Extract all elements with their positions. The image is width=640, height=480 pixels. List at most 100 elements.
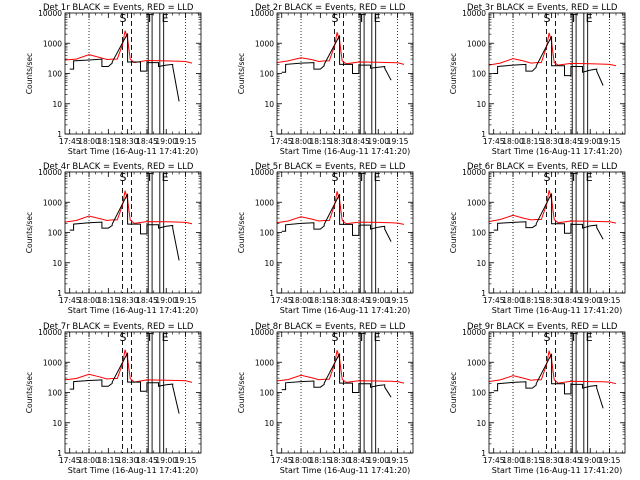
red-lld-series-line bbox=[276, 32, 405, 65]
y-tick-label: 10000 bbox=[250, 328, 274, 337]
annotation-s: S bbox=[331, 12, 338, 25]
y-tick-label: 10 bbox=[264, 419, 274, 428]
x-tick-label: 19:00 bbox=[367, 137, 389, 146]
y-tick-label: 10000 bbox=[38, 9, 62, 18]
y-tick-label: 10 bbox=[52, 259, 62, 268]
y-axis-title: Counts/sec bbox=[25, 53, 34, 94]
plot-frame bbox=[64, 12, 202, 135]
x-tick-label: 18:45 bbox=[560, 296, 582, 305]
annotation-s: S bbox=[119, 331, 126, 344]
plot-frame bbox=[488, 171, 626, 294]
x-tick-label: 18:00 bbox=[78, 296, 100, 305]
x-tick-label: 18:30 bbox=[117, 456, 139, 465]
plot-frame bbox=[64, 171, 202, 294]
x-tick-label: 18:45 bbox=[136, 296, 158, 305]
black-events-series-line bbox=[493, 353, 604, 409]
black-events-series-line bbox=[69, 352, 180, 414]
annotation-t: T bbox=[145, 12, 153, 25]
y-tick-label: 1 bbox=[269, 449, 274, 458]
x-axis-title: Start Time (16-Aug-11 17:41:20) bbox=[492, 466, 623, 475]
y-tick-label: 1 bbox=[269, 289, 274, 298]
x-tick-label: 18:30 bbox=[117, 137, 139, 146]
x-tick-label: 18:00 bbox=[78, 137, 100, 146]
y-tick-label: 10 bbox=[476, 259, 486, 268]
black-events-series-line bbox=[281, 35, 392, 81]
x-tick-label: 18:00 bbox=[502, 296, 524, 305]
annotation-s: S bbox=[331, 171, 338, 184]
y-tick-label: 1 bbox=[481, 130, 486, 139]
y-tick-label: 1000 bbox=[467, 198, 486, 207]
y-tick-label: 10000 bbox=[38, 328, 62, 337]
panel-title: Det 3r BLACK = Events, RED = LLD bbox=[467, 3, 618, 13]
x-axis-title: Start Time (16-Aug-11 17:41:20) bbox=[68, 466, 199, 475]
x-tick-label: 18:15 bbox=[310, 296, 332, 305]
annotation-s: S bbox=[119, 12, 126, 25]
annotation-t: T bbox=[145, 171, 153, 184]
x-tick-label: 18:00 bbox=[290, 296, 312, 305]
x-tick-label: 18:00 bbox=[502, 137, 524, 146]
y-tick-label: 100 bbox=[260, 389, 275, 398]
y-tick-label: 1000 bbox=[43, 39, 62, 48]
plot-frame bbox=[64, 331, 202, 454]
y-tick-label: 100 bbox=[260, 70, 275, 79]
red-lld-series-line bbox=[488, 32, 617, 67]
annotation-e: E bbox=[374, 12, 381, 25]
red-lld-series-line bbox=[64, 190, 193, 225]
x-tick-label: 19:15 bbox=[175, 456, 197, 465]
y-tick-label: 100 bbox=[472, 229, 487, 238]
x-tick-label: 18:15 bbox=[522, 137, 544, 146]
y-tick-label: 100 bbox=[48, 389, 63, 398]
annotation-t: T bbox=[569, 12, 577, 25]
annotation-e: E bbox=[374, 171, 381, 184]
y-tick-label: 100 bbox=[48, 229, 63, 238]
x-tick-label: 19:15 bbox=[599, 296, 621, 305]
x-axis-title: Start Time (16-Aug-11 17:41:20) bbox=[492, 306, 623, 315]
red-lld-series-line bbox=[276, 191, 405, 225]
y-tick-label: 1000 bbox=[467, 358, 486, 367]
plot-frame bbox=[488, 331, 626, 454]
y-tick-label: 1 bbox=[269, 130, 274, 139]
x-axis-title: Start Time (16-Aug-11 17:41:20) bbox=[280, 466, 411, 475]
y-tick-label: 10000 bbox=[250, 9, 274, 18]
panel-title: Det 4r BLACK = Events, RED = LLD bbox=[43, 162, 194, 172]
y-tick-label: 10000 bbox=[462, 168, 486, 177]
panel-title: Det 2r BLACK = Events, RED = LLD bbox=[255, 3, 406, 13]
x-tick-label: 17:45 bbox=[483, 456, 505, 465]
y-tick-label: 10 bbox=[52, 100, 62, 109]
y-tick-label: 1 bbox=[57, 289, 62, 298]
red-lld-series-line bbox=[488, 350, 617, 385]
y-tick-label: 1000 bbox=[255, 198, 274, 207]
panel-title: Det 7r BLACK = Events, RED = LLD bbox=[43, 322, 194, 332]
x-tick-label: 18:45 bbox=[136, 456, 158, 465]
x-tick-label: 18:00 bbox=[290, 456, 312, 465]
annotation-t: T bbox=[569, 331, 577, 344]
annotation-t: T bbox=[145, 331, 153, 344]
x-tick-label: 18:30 bbox=[329, 456, 351, 465]
annotation-e: E bbox=[586, 171, 593, 184]
red-lld-series-line bbox=[64, 30, 193, 64]
annotation-s: S bbox=[331, 331, 338, 344]
y-axis-title: Counts/sec bbox=[449, 53, 458, 94]
x-tick-label: 18:15 bbox=[98, 296, 120, 305]
plot-frame bbox=[276, 12, 414, 135]
y-tick-label: 10000 bbox=[462, 328, 486, 337]
y-tick-label: 1000 bbox=[255, 39, 274, 48]
x-tick-label: 19:00 bbox=[155, 137, 177, 146]
x-tick-label: 17:45 bbox=[271, 456, 293, 465]
x-tick-label: 18:30 bbox=[329, 137, 351, 146]
x-axis-title: Start Time (16-Aug-11 17:41:20) bbox=[492, 147, 623, 156]
black-events-series-line bbox=[69, 193, 180, 261]
annotation-s: S bbox=[119, 171, 126, 184]
x-tick-label: 19:15 bbox=[387, 137, 409, 146]
x-tick-label: 17:45 bbox=[59, 137, 81, 146]
y-tick-label: 10 bbox=[264, 259, 274, 268]
x-tick-label: 19:00 bbox=[367, 456, 389, 465]
red-lld-series-line bbox=[64, 349, 193, 383]
x-tick-label: 18:15 bbox=[310, 137, 332, 146]
annotation-s: S bbox=[543, 331, 550, 344]
x-tick-label: 19:00 bbox=[579, 296, 601, 305]
